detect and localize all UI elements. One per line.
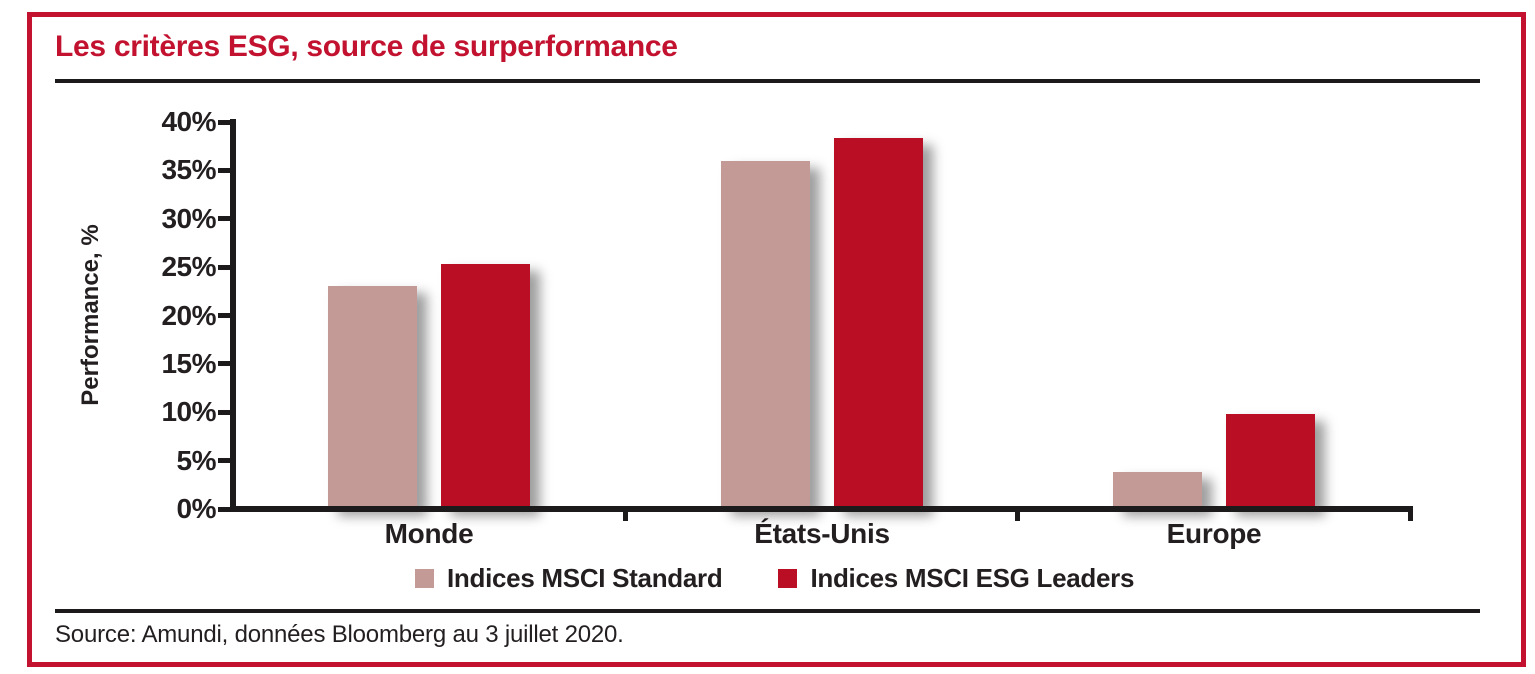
y-tick-label: 25% — [161, 251, 216, 282]
legend-label-standard: Indices MSCI Standard — [447, 562, 723, 593]
y-tick-label: 15% — [161, 348, 216, 379]
bar-esg-leaders-1 — [441, 264, 530, 509]
x-category-label: Monde — [384, 518, 474, 549]
legend-swatch-standard — [415, 568, 434, 588]
bottom-rule — [55, 609, 1480, 613]
x-tick — [1015, 512, 1020, 521]
y-tick — [218, 168, 230, 173]
y-axis-line — [230, 119, 236, 512]
legend-swatch-esg-leaders — [778, 568, 798, 588]
legend-label-esg-leaders: Indices MSCI ESG Leaders — [810, 562, 1135, 593]
x-tick — [623, 512, 628, 521]
y-tick-label: 35% — [161, 154, 216, 185]
x-axis-line — [230, 506, 1413, 512]
x-tick — [1408, 512, 1413, 521]
y-tick — [218, 216, 230, 221]
legend-item-esg-leaders: Indices MSCI ESG Leaders — [778, 563, 1134, 594]
y-tick-label: 0% — [176, 493, 217, 524]
x-category-label: Europe — [1166, 518, 1262, 549]
bar-standard-2 — [721, 161, 810, 509]
title-rule — [55, 79, 1480, 83]
x-category-label: États-Unis — [754, 518, 890, 549]
legend-item-standard: Indices MSCI Standard — [415, 562, 723, 594]
y-tick — [218, 265, 230, 270]
bar-esg-leaders-2 — [834, 138, 923, 509]
y-tick-label: 5% — [176, 445, 217, 476]
y-tick-label: 10% — [161, 396, 216, 427]
source-note: Source: Amundi, données Bloomberg au 3 j… — [55, 621, 624, 648]
y-tick-label: 30% — [161, 203, 216, 234]
y-tick-label: 20% — [161, 300, 216, 331]
legend: Indices MSCI Standard Indices MSCI ESG L… — [415, 560, 1134, 596]
y-tick — [218, 458, 230, 463]
y-tick — [218, 507, 230, 512]
bar-standard-3 — [1113, 472, 1202, 509]
bar-standard-1 — [328, 286, 417, 509]
y-tick — [218, 313, 230, 318]
bar-esg-leaders-3 — [1226, 414, 1315, 509]
y-tick — [218, 361, 230, 366]
y-tick-label: 40% — [161, 106, 216, 137]
chart-title: Les critères ESG, source de surperforman… — [55, 30, 678, 63]
y-tick — [218, 410, 230, 415]
y-tick — [218, 120, 230, 125]
